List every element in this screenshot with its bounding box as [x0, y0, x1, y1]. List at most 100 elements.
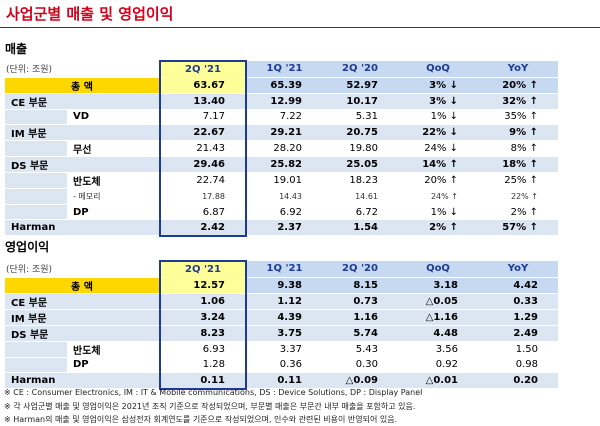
value-cell: 0.33: [478, 293, 558, 310]
value-cell: 9.38: [246, 277, 322, 294]
footnote: ※ CE : Consumer Electronics, IM : IT & M…: [4, 388, 423, 397]
value-cell: 2% ↑: [478, 204, 558, 221]
indent: [5, 140, 67, 158]
value-cell: 24% ↑: [398, 188, 478, 205]
value-cell: 57% ↑: [478, 219, 558, 237]
value-cell: 4.39: [246, 309, 322, 326]
value-cell: 1% ↓: [398, 204, 478, 221]
value-cell: 0.30: [322, 357, 398, 374]
sub-label: DP: [67, 204, 160, 221]
value-cell: 2% ↑: [398, 219, 478, 237]
sub-row: DP 1.28 0.36 0.30 0.92 0.98: [5, 357, 558, 374]
section-heading: 영업이익: [5, 240, 50, 254]
column-header: YoY: [478, 261, 558, 278]
value-cell: 8.15: [322, 277, 398, 294]
value-cell: 65.39: [246, 77, 322, 94]
value-cell: 3.37: [246, 341, 322, 358]
value-cell: 7.17: [159, 109, 247, 126]
total-row: 총 액 63.67 65.39 52.97 3% ↓ 20% ↑: [5, 77, 558, 94]
value-cell: 22.67: [159, 124, 247, 142]
value-cell: 13.40: [159, 93, 247, 110]
value-cell: 20% ↑: [478, 77, 558, 94]
value-cell: 2.37: [246, 219, 322, 237]
title-rule: [0, 27, 600, 28]
column-header: 2Q '21: [159, 259, 247, 278]
column-header: 2Q '20: [322, 261, 398, 278]
value-cell: 6.92: [246, 204, 322, 221]
sub-row: DP 6.87 6.92 6.72 1% ↓ 2% ↑: [5, 204, 558, 221]
value-cell: △0.05: [398, 293, 478, 310]
value-cell: 8.23: [159, 325, 247, 342]
segment-label: CE 부문: [5, 93, 160, 110]
value-cell: 1.16: [322, 309, 398, 326]
value-cell: 63.67: [159, 77, 247, 94]
column-header: QoQ: [398, 61, 478, 78]
table-body: (단위: 조원) 2Q '21 1Q '21 2Q '20 QoQ YoY 총 액 63.67…: [5, 59, 558, 237]
sub-label: 무선: [67, 140, 160, 158]
value-cell: △1.16: [398, 309, 478, 326]
segment-row: Harman 2.42 2.37 1.54 2% ↑ 57% ↑: [5, 219, 558, 237]
value-cell: 1.54: [322, 219, 398, 237]
data-table: (단위: 조원) 2Q '21 1Q '21 2Q '20 QoQ YoY 총 액 63.67…: [5, 59, 558, 237]
value-cell: 22% ↓: [398, 124, 478, 142]
value-cell: 5.74: [322, 325, 398, 342]
value-cell: 3.56: [398, 341, 478, 358]
segment-row: CE 부문 13.40 12.99 10.17 3% ↓ 32% ↑: [5, 93, 558, 110]
value-cell: 12.99: [246, 93, 322, 110]
segment-label: DS 부문: [5, 156, 160, 174]
indent: [5, 341, 67, 358]
value-cell: 0.73: [322, 293, 398, 310]
footnote: ※ Harman의 매출 및 영업이익은 삼성전자 회계연도를 기준으로 작성되…: [4, 415, 398, 424]
value-cell: 14.43: [246, 188, 322, 205]
header-row: (단위: 조원) 2Q '21 1Q '21 2Q '20 QoQ YoY: [5, 59, 558, 78]
value-cell: 25.82: [246, 156, 322, 174]
value-cell: 1.28: [159, 357, 247, 374]
value-cell: △0.09: [322, 372, 398, 390]
segment-row: IM 부문 22.67 29.21 20.75 22% ↓ 9% ↑: [5, 124, 558, 142]
column-header: 2Q '21: [159, 59, 247, 78]
value-cell: 35% ↑: [478, 109, 558, 126]
table-body: (단위: 조원) 2Q '21 1Q '21 2Q '20 QoQ YoY 총 액 12.57…: [5, 259, 558, 390]
indent: [5, 109, 67, 126]
value-cell: 4.48: [398, 325, 478, 342]
value-cell: 3.24: [159, 309, 247, 326]
value-cell: 1.29: [478, 309, 558, 326]
value-cell: 7.22: [246, 109, 322, 126]
value-cell: △0.01: [398, 372, 478, 390]
segment-label: IM 부문: [5, 124, 160, 142]
indent: [5, 172, 67, 190]
value-cell: 22.74: [159, 172, 247, 190]
value-cell: 1% ↓: [398, 109, 478, 126]
column-header: 2Q '20: [322, 61, 398, 78]
column-header: QoQ: [398, 261, 478, 278]
column-header: 1Q '21: [246, 261, 322, 278]
value-cell: 6.72: [322, 204, 398, 221]
sub-label: VD: [67, 109, 160, 126]
indent: [5, 357, 67, 374]
value-cell: 25% ↑: [478, 172, 558, 190]
value-cell: 4.42: [478, 277, 558, 294]
value-cell: 6.93: [159, 341, 247, 358]
value-cell: 20% ↑: [398, 172, 478, 190]
value-cell: 24% ↓: [398, 140, 478, 158]
value-cell: 1.50: [478, 341, 558, 358]
value-cell: 21.43: [159, 140, 247, 158]
segment-label: Harman: [5, 219, 160, 237]
data-table: (단위: 조원) 2Q '21 1Q '21 2Q '20 QoQ YoY 총 액 12.57…: [5, 259, 558, 390]
section-heading: 매출: [5, 42, 28, 56]
value-cell: 0.20: [478, 372, 558, 390]
indent: [5, 188, 67, 205]
column-header: YoY: [478, 61, 558, 78]
value-cell: 14.61: [322, 188, 398, 205]
column-header: 1Q '21: [246, 61, 322, 78]
value-cell: 3% ↓: [398, 77, 478, 94]
value-cell: 3.18: [398, 277, 478, 294]
value-cell: 3.75: [246, 325, 322, 342]
value-cell: 20.75: [322, 124, 398, 142]
value-cell: 0.11: [159, 372, 247, 390]
value-cell: 0.98: [478, 357, 558, 374]
indent: [5, 204, 67, 221]
segment-row: IM 부문 3.24 4.39 1.16 △1.16 1.29: [5, 309, 558, 326]
sub-label: 반도체: [67, 172, 160, 190]
value-cell: 29.46: [159, 156, 247, 174]
